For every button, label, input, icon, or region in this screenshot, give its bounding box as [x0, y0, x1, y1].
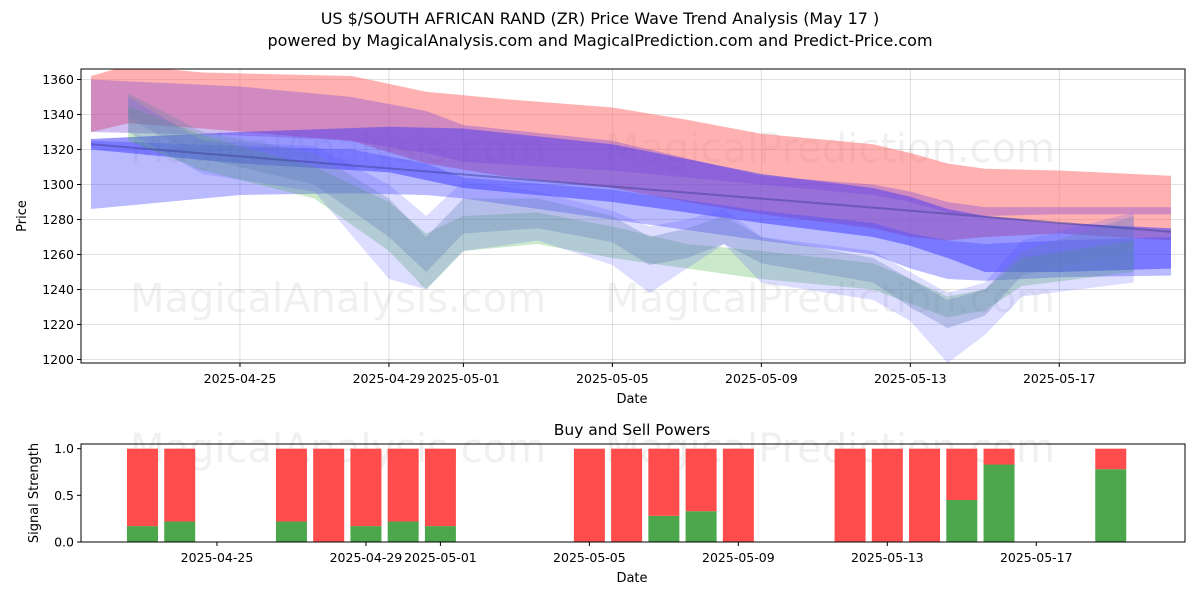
signal-x-tick-label: 2025-05-13: [851, 550, 924, 565]
price-x-tick-label: 2025-05-17: [1023, 371, 1096, 386]
signal-y-ticks: 0.0 0.5 1.0: [54, 441, 81, 550]
sell-power-bar: [350, 448, 382, 527]
price-band: [128, 93, 1134, 328]
price-y-tick-label: 1260: [42, 247, 74, 262]
signal-x-axis-label: Date: [616, 571, 647, 586]
price-y-tick-label: 1300: [42, 177, 74, 192]
chart-title: US $/SOUTH AFRICAN RAND (ZR) Price Wave …: [320, 9, 880, 28]
price-x-axis-label: Date: [616, 392, 647, 407]
signal-x-tick-label: 2025-05-09: [702, 550, 775, 565]
signal-x-tick-label: 2025-05-05: [553, 550, 626, 565]
watermark-text: MagicalPrediction.com: [605, 276, 1055, 322]
price-band: [128, 97, 1134, 363]
sell-power-bar: [164, 448, 196, 522]
sell-power-bar: [1095, 448, 1127, 470]
price-x-tick-label: 2025-05-05: [576, 371, 649, 386]
price-y-tick-label: 1240: [42, 282, 74, 297]
sell-power-bar: [946, 448, 978, 500]
price-y-tick-label: 1220: [42, 317, 74, 332]
signal-x-tick-label: 2025-05-17: [1000, 550, 1073, 565]
price-band: [91, 79, 1171, 216]
buy-power-bar: [387, 521, 419, 542]
sell-power-bar: [648, 448, 680, 516]
sell-power-bar: [871, 448, 903, 542]
sell-power-bar: [387, 448, 419, 522]
watermark-text: MagicalPrediction.com: [605, 426, 1055, 472]
chart-subtitle: powered by MagicalAnalysis.com and Magic…: [267, 31, 933, 50]
buy-power-bar: [1095, 469, 1127, 542]
sell-power-bar: [983, 448, 1015, 465]
buy-power-bar: [126, 526, 158, 542]
price-x-tick-label: 2025-05-09: [725, 371, 798, 386]
signal-x-tick-label: 2025-04-25: [181, 550, 254, 565]
price-y-tick-label: 1340: [42, 107, 74, 122]
price-y-tick-label: 1320: [42, 142, 74, 157]
sell-power-bar: [126, 448, 158, 527]
price-bands: [90, 69, 1172, 363]
buy-power-bar: [685, 511, 717, 542]
price-series-line: [90, 143, 1172, 233]
sell-power-bar: [611, 448, 643, 542]
price-y-tick-label: 1360: [42, 72, 74, 87]
buy-power-bar: [946, 500, 978, 542]
sell-power-bar: [909, 448, 941, 542]
sell-power-bar: [685, 448, 717, 512]
sell-power-bar: [834, 448, 866, 542]
price-y-tick-label: 1280: [42, 212, 74, 227]
price-x-tick-label: 2025-04-29: [353, 371, 426, 386]
signal-x-tick-label: 2025-05-01: [404, 550, 477, 565]
buy-power-bar: [424, 526, 456, 542]
price-axes-frame: [80, 68, 1186, 364]
buy-power-bar: [164, 521, 196, 542]
price-x-tick-label: 2025-05-01: [427, 371, 500, 386]
signal-y-tick-label: 0.0: [54, 535, 74, 550]
buy-power-bar: [983, 464, 1015, 542]
price-y-ticks: 1200 1220 1240 1260 1280 1300 1320 1340 1360: [42, 72, 81, 367]
price-y-axis-label: Price: [15, 200, 30, 232]
price-x-tick-label: 2025-05-13: [874, 371, 947, 386]
price-x-tick-label: 2025-04-25: [204, 371, 277, 386]
price-band: [91, 126, 1171, 272]
price-x-ticks: 2025-04-25 2025-04-29 2025-05-01 2025-05-05…: [204, 363, 1096, 386]
buy-power-bar: [350, 526, 382, 542]
sell-power-bar: [424, 448, 456, 527]
signal-x-ticks: 2025-04-25 2025-04-29 2025-05-01 2025-05-05…: [181, 542, 1073, 565]
signal-x-tick-label: 2025-04-29: [330, 550, 403, 565]
sell-power-bar: [722, 448, 754, 542]
sell-power-bar: [313, 448, 345, 542]
sell-power-bar: [275, 448, 307, 522]
buy-power-bar: [275, 521, 307, 542]
signal-y-tick-label: 0.5: [54, 488, 74, 503]
price-y-tick-label: 1200: [42, 352, 74, 367]
watermark-text: MagicalAnalysis.com: [130, 276, 546, 322]
signal-chart-title: Buy and Sell Powers: [554, 421, 711, 439]
sell-power-bar: [573, 448, 605, 542]
signal-bars: [126, 448, 1127, 542]
signal-y-axis-label: Signal Strength: [27, 443, 42, 543]
signal-y-tick-label: 1.0: [54, 441, 74, 456]
signal-axes-frame: [80, 443, 1186, 543]
price-band: [91, 140, 1171, 281]
buy-power-bar: [648, 515, 680, 542]
